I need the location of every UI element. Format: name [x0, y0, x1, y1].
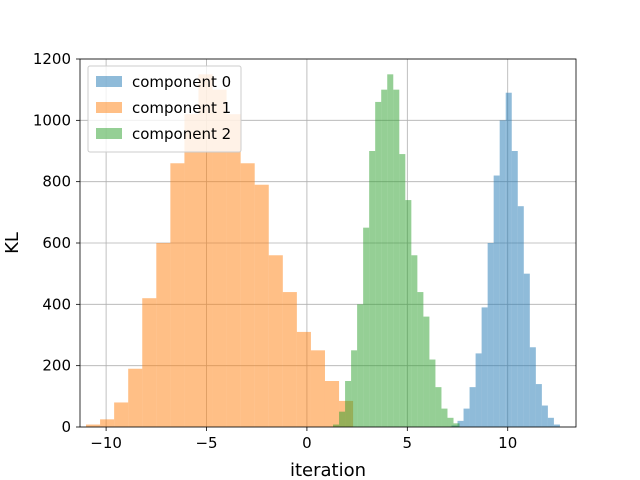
histogram-bar [453, 423, 460, 427]
histogram-bar [429, 359, 436, 427]
histogram-bar [128, 368, 143, 427]
histogram-bar [469, 387, 476, 427]
histogram-bar [170, 163, 185, 427]
histogram-bar [345, 381, 352, 427]
histogram-bar [417, 292, 424, 427]
histogram-bar [523, 273, 530, 427]
histogram-bar [333, 424, 340, 427]
histogram-bar [324, 381, 340, 427]
histogram-bar [226, 114, 241, 427]
histogram-bar [435, 387, 442, 427]
y-tick-label: 800 [42, 173, 71, 191]
histogram-bar [142, 298, 157, 427]
histogram-bar [399, 154, 406, 428]
series-0-bars [451, 92, 560, 427]
legend-swatch [96, 76, 122, 87]
histogram-bar [499, 120, 506, 427]
histogram-bar [547, 417, 554, 427]
x-axis-label: iteration [290, 460, 366, 480]
histogram-bar [114, 402, 129, 427]
histogram-bar [405, 200, 412, 427]
histogram-bar [357, 304, 364, 427]
legend-label: component 2 [132, 125, 231, 143]
histogram-bar [393, 89, 400, 428]
histogram-bar [198, 74, 213, 427]
y-tick-label: 200 [42, 357, 71, 375]
histogram-bar [423, 316, 430, 427]
histogram-bar [351, 350, 358, 427]
histogram-bar [282, 292, 297, 427]
histogram-bar [411, 255, 418, 427]
legend-box [87, 65, 242, 153]
histogram-bar [505, 92, 512, 427]
histogram-bar [254, 184, 269, 427]
series-1-bars [86, 74, 354, 428]
histogram-bar [381, 89, 388, 428]
histogram-bar [447, 417, 454, 427]
x-tick-label: 5 [403, 434, 413, 452]
y-tick-label: 600 [42, 234, 71, 252]
histogram-bar [296, 331, 311, 427]
x-tick-label: 10 [498, 434, 517, 452]
histogram-bar [535, 384, 542, 427]
y-tick-label: 1000 [33, 111, 71, 129]
legend-label: component 0 [132, 73, 231, 91]
histogram-bar [517, 206, 524, 427]
x-tick-label: −5 [195, 434, 217, 452]
histogram-bar [457, 420, 464, 427]
histogram-bar [310, 350, 325, 427]
histogram-bar [541, 405, 548, 427]
legend: component 0 component 1 component 2 [87, 65, 242, 153]
histogram-bar [240, 163, 255, 427]
x-tick-label: 0 [302, 434, 312, 452]
histogram-bar [375, 101, 382, 427]
axis-ticks: −10 −5 0 5 10 0 200 400 600 800 1000 1200 [33, 50, 517, 452]
series-2-bars [333, 74, 460, 428]
histogram-bar [493, 175, 500, 427]
histogram-bar [463, 408, 470, 427]
histogram-bar [475, 353, 482, 427]
histogram-bar [369, 151, 376, 427]
histogram-bar [481, 307, 488, 427]
y-tick-label: 0 [61, 418, 71, 436]
x-tick-label: −10 [90, 434, 122, 452]
histogram-bar [156, 243, 171, 427]
legend-swatch [96, 102, 122, 113]
histogram-bar [268, 255, 283, 427]
histogram-bars [86, 74, 560, 428]
histogram-bar [86, 424, 101, 427]
histogram-bar [529, 347, 536, 427]
histogram-bar [387, 74, 394, 427]
histogram-bar [553, 424, 560, 427]
histogram-bar [339, 411, 346, 427]
legend-swatch [96, 128, 122, 139]
histogram-bar [487, 243, 494, 427]
histogram-bar [511, 151, 518, 427]
legend-label: component 1 [132, 99, 231, 117]
y-axis-label: KL [2, 232, 23, 254]
y-tick-label: 400 [42, 295, 71, 313]
y-tick-label: 1200 [33, 50, 71, 68]
histogram-bar [441, 408, 448, 427]
histogram-bar [363, 227, 370, 427]
histogram-bar [100, 419, 115, 427]
histogram-bar [212, 89, 227, 428]
histogram-bar [184, 114, 199, 427]
